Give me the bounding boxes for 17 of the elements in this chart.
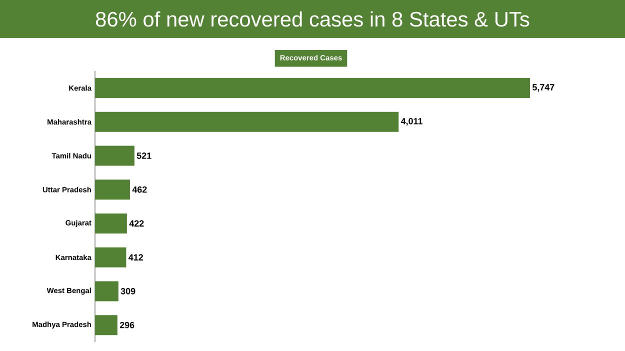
bar xyxy=(95,78,530,98)
bar xyxy=(95,213,127,234)
data-label: 521 xyxy=(136,152,152,159)
data-label: 296 xyxy=(120,322,134,328)
data-label: 309 xyxy=(120,288,136,294)
chart-title: 86% of new recovered cases in 8 States & UTs xyxy=(96,11,530,27)
data-label: 412 xyxy=(128,254,143,260)
bar xyxy=(95,146,134,166)
data-label: 4,011 xyxy=(400,118,422,126)
data-label: 462 xyxy=(132,186,147,193)
data-label: 5,747 xyxy=(532,84,554,92)
bar xyxy=(95,315,118,336)
bar xyxy=(95,247,126,268)
bar xyxy=(95,281,118,302)
bar xyxy=(95,112,399,132)
bar xyxy=(95,180,130,200)
data-label: 422 xyxy=(129,220,144,227)
